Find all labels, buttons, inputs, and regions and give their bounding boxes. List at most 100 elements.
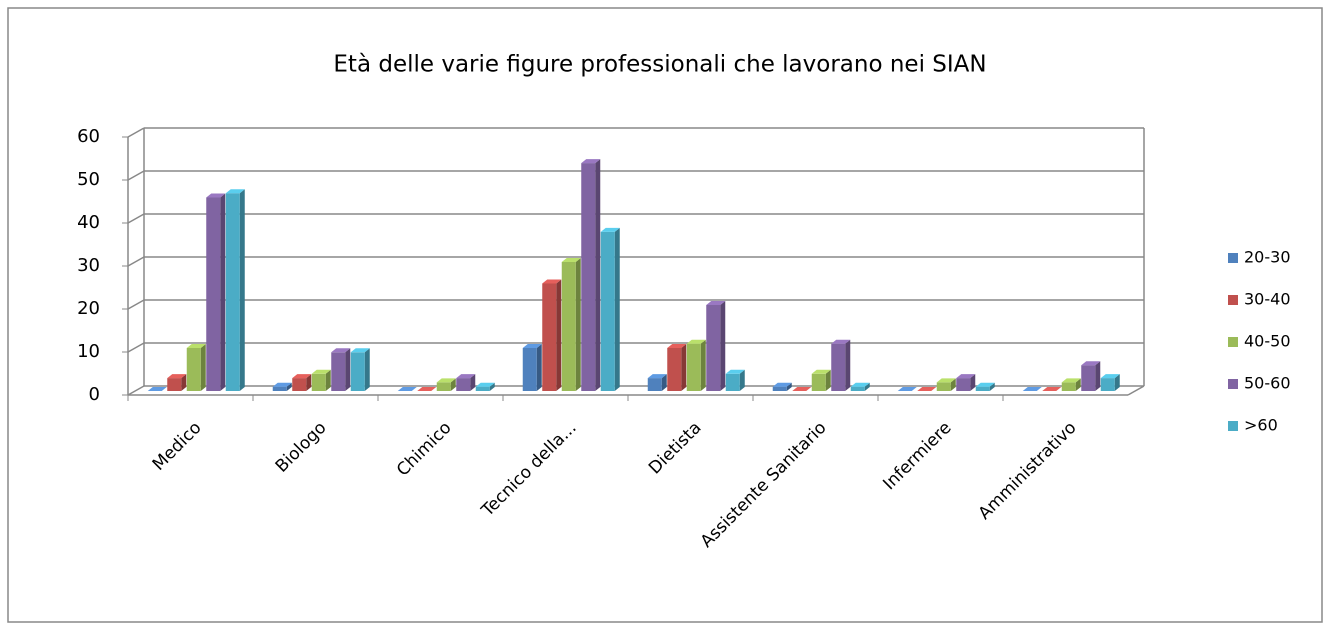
bar-side [1075,378,1081,391]
bar-top [292,374,312,379]
y-tick-label: 40 [77,212,100,233]
bar-top [792,387,812,391]
bar-side [489,382,495,391]
bar [975,386,990,391]
bar-top [975,382,995,387]
bar [686,343,701,391]
bar [1100,378,1115,391]
bar-top [725,369,745,374]
bar-top [456,374,476,379]
legend-label: 30-40 [1244,290,1291,309]
legend-label: 40-50 [1244,332,1291,351]
y-tick-label: 20 [77,298,100,319]
bar [831,343,846,391]
bar [667,348,682,391]
bar-side [950,378,956,391]
bar-top [936,378,956,383]
bar-top [850,382,870,387]
y-tick-label: 10 [77,341,100,362]
bar-top [417,387,437,391]
bar [850,386,865,391]
bar-top [686,339,706,344]
bar-top [581,159,601,164]
bar-side [200,344,206,391]
bar-side [286,382,292,391]
bar-side [325,369,331,391]
bar-side [239,189,245,391]
bar-top [147,387,167,391]
bar-side [595,159,601,391]
bar-top [397,387,417,391]
bar [522,348,537,391]
bar-top [1022,387,1042,391]
legend-swatch [1228,337,1238,347]
bar-top [225,189,245,194]
bar [1061,382,1076,391]
y-tick-label: 60 [77,126,100,147]
legend-label: >60 [1244,416,1278,435]
grid-line [127,213,145,224]
chart-title: Età delle varie figure professionali che… [333,52,986,78]
bar [542,283,557,391]
bar-side [970,374,976,391]
bar-top [831,339,851,344]
bar-top [1042,387,1062,391]
bar [1081,365,1096,391]
bar [272,386,287,391]
bar-top [647,374,667,379]
bar-top [897,387,917,391]
grid-line [127,299,145,310]
bar-side [681,344,687,391]
bar-side [220,193,226,391]
bar [936,382,951,391]
bar-side [989,382,995,391]
legend-swatch [1228,379,1238,389]
bar-side [739,369,745,391]
y-tick-label: 50 [77,169,100,190]
bar-top [522,344,542,348]
bar-side [1095,361,1101,391]
bar-top [956,374,976,379]
floor-side [1127,385,1145,396]
grid-line [127,127,145,138]
y-tick-label: 30 [77,255,100,276]
legend-swatch [1228,295,1238,305]
bar [725,373,740,391]
grid-line [127,342,145,353]
bar [772,386,787,391]
bar-side [470,374,476,391]
legend-label: 20-30 [1244,248,1291,267]
bar [225,193,240,391]
bar-top [917,387,937,391]
bar [331,352,346,391]
grid-line [127,256,145,267]
legend-label: 50-60 [1244,374,1291,393]
bar-side [864,382,870,391]
bar-side [661,374,667,391]
bar [350,352,365,391]
bar-side [614,227,620,391]
bar-side [720,301,726,391]
bar-side [700,339,706,391]
bar-side [306,374,312,391]
bar-side [364,348,370,391]
bar-top [706,301,726,305]
bar [600,231,615,391]
bar-top [561,258,581,262]
bar-top [667,344,687,348]
bar-side [536,344,542,391]
bar-side [575,258,581,391]
bar [706,305,721,391]
legend-swatch [1228,421,1238,431]
bar-top [1100,374,1120,379]
bar-side [825,369,831,391]
bar-top [1081,361,1101,366]
bar [561,262,576,391]
bar [311,373,326,391]
bar-side [181,374,187,391]
bar-side [450,378,456,391]
bar-top [436,378,456,383]
legend-swatch [1228,253,1238,263]
bar-top [475,382,495,387]
